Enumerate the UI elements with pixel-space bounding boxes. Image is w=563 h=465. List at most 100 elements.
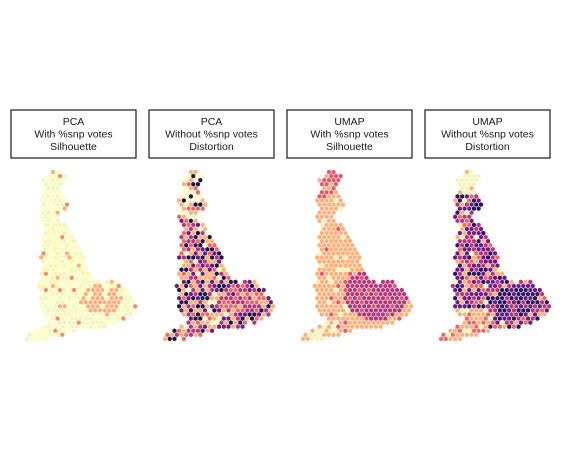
hex-tile: [52, 173, 58, 179]
hex-tile: [478, 250, 484, 257]
hex-tile: [261, 295, 267, 301]
hex-tile: [200, 327, 206, 334]
hex-tile: [319, 205, 325, 212]
hex-tile: [530, 291, 536, 297]
hex-tile: [179, 307, 184, 314]
hex-tile: [314, 279, 320, 285]
hex-tile: [506, 291, 512, 297]
hex-tile: [347, 287, 353, 293]
hex-tile: [45, 177, 51, 183]
hex-tile: [76, 319, 82, 326]
hex-tile: [462, 287, 467, 293]
hex-tile: [527, 311, 533, 318]
hex-tile: [471, 173, 477, 179]
hex-tile: [219, 287, 224, 293]
hex-tile: [359, 315, 365, 322]
hex-tile: [190, 295, 196, 301]
hex-tile: [452, 254, 458, 261]
hex-tile: [202, 307, 208, 314]
hex-tile: [314, 327, 320, 334]
hex-tile: [399, 287, 405, 293]
hex-tile: [41, 209, 46, 216]
hex-tile: [490, 303, 496, 310]
hex-tile: [321, 218, 327, 224]
hex-tile: [92, 283, 98, 289]
hex-tile: [195, 197, 201, 204]
hex-tile: [527, 303, 533, 310]
hex-tile: [525, 299, 531, 306]
hex-tile: [43, 189, 49, 196]
hex-tile: [321, 242, 327, 249]
hex-tile: [212, 315, 217, 322]
hex-tile: [317, 291, 322, 297]
hex-tile: [471, 246, 477, 253]
hex-tile: [188, 315, 194, 322]
hex-tile: [457, 270, 463, 277]
hex-tile: [188, 275, 194, 281]
hex-tile: [480, 262, 486, 269]
hex-tile: [195, 254, 201, 261]
hex-tile: [212, 307, 217, 314]
hex-tile: [324, 214, 329, 220]
hex-tile: [200, 254, 206, 261]
hex-tile: [97, 291, 103, 297]
hex-tile: [366, 279, 372, 285]
hex-tile: [204, 295, 210, 301]
hex-tile: [81, 287, 86, 293]
hex-tile: [27, 332, 32, 338]
hex-tile: [118, 287, 124, 293]
hex-tile: [197, 299, 203, 306]
hex-tile: [45, 234, 51, 240]
panel-1-title-line-3: Silhouette: [50, 141, 97, 153]
hex-tile: [216, 299, 222, 306]
hex-tile: [513, 311, 519, 318]
hex-tile: [123, 311, 129, 318]
hex-tile: [62, 279, 68, 285]
hex-tile: [209, 279, 215, 285]
hex-tile: [364, 307, 369, 314]
hex-tile: [76, 295, 82, 301]
hex-tile: [324, 230, 329, 236]
hex-tile: [357, 287, 362, 293]
hex-tile: [193, 169, 198, 175]
hex-tile: [321, 258, 327, 265]
hex-tile: [473, 323, 479, 330]
hex-tile: [92, 315, 98, 322]
hex-tile: [478, 242, 484, 249]
hex-tile: [385, 311, 391, 318]
hex-tile: [331, 226, 336, 232]
hex-tile: [50, 234, 56, 240]
hex-tile: [78, 283, 84, 289]
hex-tile: [530, 315, 536, 322]
hex-tile: [212, 250, 217, 257]
hex-tile: [438, 336, 444, 342]
hex-tile: [331, 193, 336, 200]
hex-tile: [59, 258, 65, 265]
hex-tile: [190, 303, 196, 310]
hex-tile: [48, 279, 53, 285]
hex-tile: [228, 311, 234, 318]
hex-tile: [190, 319, 196, 326]
hex-tile: [462, 222, 467, 228]
hex-tile: [41, 299, 46, 306]
hex-tile: [466, 222, 472, 228]
hex-tile: [459, 209, 465, 216]
hex-tile: [212, 283, 217, 289]
hex-tile: [223, 270, 229, 277]
hex-tile: [31, 332, 37, 338]
hex-tile: [502, 315, 507, 322]
hex-tile: [387, 315, 393, 322]
hex-tile: [176, 270, 182, 277]
hex-tile: [450, 332, 456, 338]
hex-tile: [43, 222, 49, 228]
hex-tile: [504, 311, 510, 318]
hex-tile: [197, 250, 203, 257]
hex-tile: [176, 303, 182, 310]
hex-tile: [200, 230, 206, 236]
hex-tile: [457, 311, 463, 318]
hex-tile: [382, 315, 388, 322]
hex-tile: [48, 222, 53, 228]
hex-tile: [190, 189, 196, 196]
hex-tile: [387, 307, 393, 314]
hex-tile: [186, 270, 191, 277]
